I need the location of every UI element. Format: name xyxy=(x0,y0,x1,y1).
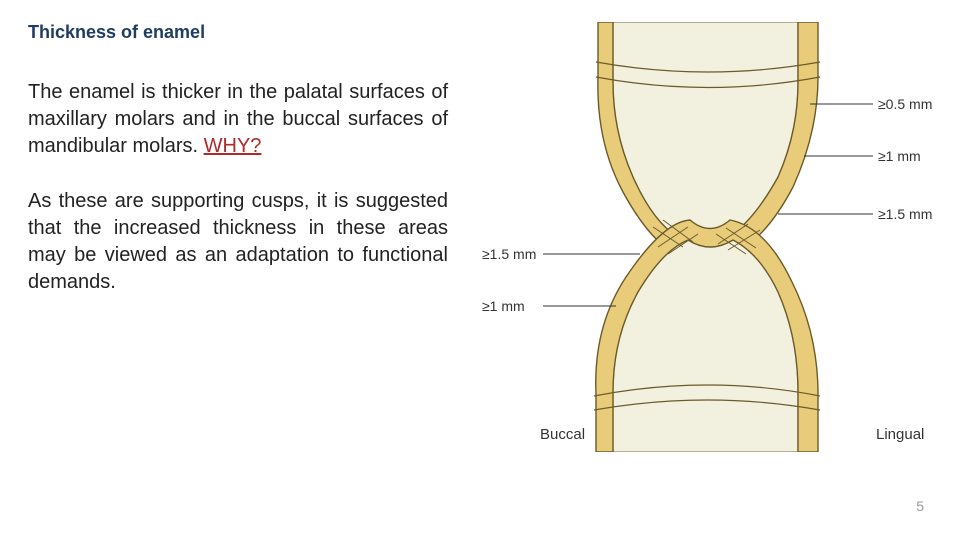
enamel-diagram: ≥0.5 mm ≥1 mm ≥1.5 mm ≥1.5 mm ≥1 mm Bucc… xyxy=(478,22,938,452)
why-emphasis: WHY? xyxy=(204,135,262,157)
slide-title: Thickness of enamel xyxy=(28,22,448,43)
page-number: 5 xyxy=(916,498,924,514)
tooth-svg xyxy=(478,22,938,452)
label-right-3: ≥1.5 mm xyxy=(878,206,932,222)
label-left-1: ≥1.5 mm xyxy=(482,246,536,262)
diagram-column: ≥0.5 mm ≥1 mm ≥1.5 mm ≥1.5 mm ≥1 mm Bucc… xyxy=(448,22,932,518)
label-right-1: ≥0.5 mm xyxy=(878,96,932,112)
text-column: Thickness of enamel The enamel is thicke… xyxy=(28,22,448,518)
slide: Thickness of enamel The enamel is thicke… xyxy=(0,0,960,540)
paragraph-2: As these are supporting cusps, it is sug… xyxy=(28,188,448,296)
label-right-2: ≥1 mm xyxy=(878,148,921,164)
label-left-2: ≥1 mm xyxy=(482,298,525,314)
axis-label-lingual: Lingual xyxy=(876,426,924,443)
paragraph-1: The enamel is thicker in the palatal sur… xyxy=(28,79,448,160)
axis-label-buccal: Buccal xyxy=(540,426,585,443)
